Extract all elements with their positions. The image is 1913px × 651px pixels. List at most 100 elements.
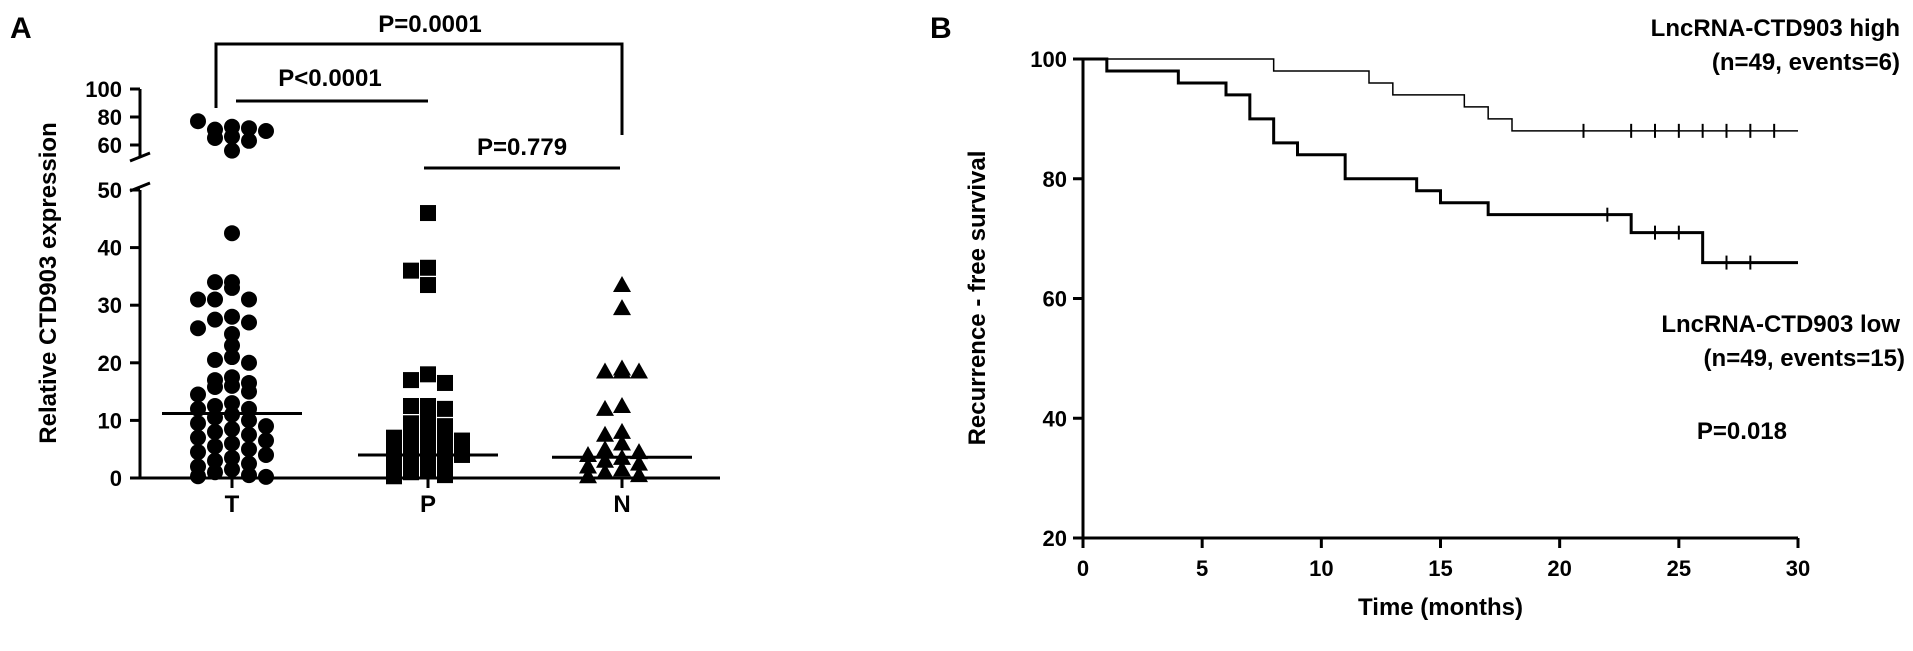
data-point-P [386, 429, 402, 446]
data-point-T [224, 128, 240, 145]
data-point-P [420, 461, 436, 478]
data-point-P [437, 426, 453, 443]
data-point-T [207, 311, 223, 328]
x-tick-label: 25 [1667, 556, 1691, 581]
data-point-T [190, 429, 206, 446]
x-axis-label: Time (months) [1358, 594, 1523, 621]
data-point-N [613, 460, 631, 477]
data-point-T [190, 444, 206, 461]
data-point-P [420, 366, 436, 383]
x-tick-label: 15 [1428, 556, 1452, 581]
data-point-N [579, 467, 597, 484]
data-point-N [613, 299, 631, 316]
series-label-high: LncRNA-CTD903 high [1651, 15, 1900, 42]
data-point-T [207, 452, 223, 469]
series-detail-low: (n=49, events=15) [1704, 345, 1905, 372]
data-point-N [630, 443, 648, 460]
data-point-T [207, 378, 223, 395]
survival-curve-high [1083, 58, 1798, 132]
data-point-P [437, 400, 453, 417]
data-point-P [420, 435, 436, 452]
panel-label-b: B [930, 12, 952, 45]
data-point-T [258, 123, 274, 139]
data-point-T [190, 320, 206, 337]
survival-curve-low [1083, 57, 1798, 265]
bracket-t-n [214, 42, 624, 135]
data-point-P [437, 467, 453, 484]
p-value: P=0.018 [1697, 418, 1787, 445]
data-point-T [190, 386, 206, 403]
x-tick-label: T [225, 491, 240, 518]
data-point-T [207, 438, 223, 455]
data-point-T [241, 455, 257, 472]
data-point-T [224, 461, 240, 478]
data-point-T [241, 412, 257, 429]
data-point-T [224, 225, 240, 242]
x-tick-label: 5 [1196, 556, 1208, 581]
data-point-T [241, 291, 257, 308]
y-tick-label: 50 [98, 178, 122, 203]
x-tick-label: N [613, 491, 630, 518]
y-tick-label: 40 [98, 236, 122, 261]
data-point-N [596, 463, 614, 480]
panel-a: A Relative CTD903 expression 0 10 20 30 40 50 60… [10, 11, 720, 518]
x-tick-label: 20 [1547, 556, 1571, 581]
y-tick-label: 80 [98, 105, 122, 130]
data-point-P [437, 441, 453, 458]
data-point-P [420, 205, 436, 222]
data-point-T [207, 291, 223, 308]
data-point-T [241, 314, 257, 331]
y-tick-label: 60 [98, 133, 122, 158]
data-point-T [241, 383, 257, 400]
axis-break-mark [129, 151, 151, 163]
data-point-P [454, 432, 470, 449]
data-point-P [386, 444, 402, 461]
data-point-N [596, 362, 614, 379]
data-point-T [224, 435, 240, 452]
data-point-T [207, 130, 223, 146]
y-tick-label: 0 [110, 466, 122, 491]
data-point-P [403, 464, 419, 481]
data-point-T [224, 279, 240, 296]
y-tick-label: 40 [1043, 406, 1067, 431]
p-value-t-p: P<0.0001 [278, 65, 381, 92]
data-point-T [207, 351, 223, 368]
data-point-T [224, 337, 240, 354]
data-point-P [420, 421, 436, 438]
x-tick-label: 10 [1309, 556, 1333, 581]
data-point-T [207, 274, 223, 291]
data-point-N [596, 425, 614, 442]
data-point-T [224, 326, 240, 342]
data-point-T [224, 142, 240, 159]
panel-label-a: A [10, 12, 32, 45]
series-label-low: LncRNA-CTD903 low [1661, 311, 1900, 338]
y-tick-label: 100 [1030, 47, 1067, 72]
data-point-T [224, 395, 240, 412]
data-point-P [386, 468, 402, 485]
data-point-P [403, 262, 419, 279]
data-point-N [613, 276, 631, 293]
data-point-N [613, 422, 631, 439]
data-point-T [241, 467, 257, 484]
data-point-N [596, 440, 614, 457]
x-tick-label: 30 [1786, 556, 1810, 581]
data-point-P [420, 277, 436, 294]
data-point-N [630, 362, 648, 379]
data-point-N [596, 451, 614, 468]
data-point-T [190, 291, 206, 308]
data-point-T [207, 409, 223, 426]
data-point-T [241, 441, 257, 458]
data-point-T [224, 308, 240, 325]
data-point-T [241, 132, 257, 149]
y-tick-label: 20 [98, 351, 122, 376]
panel-b: B Recurrence - free survival Time (months)… [930, 12, 1905, 621]
data-point-P [437, 374, 453, 391]
data-point-T [258, 446, 274, 463]
data-point-T [224, 349, 240, 366]
p-value-t-n: P=0.0001 [378, 11, 481, 38]
data-point-P [403, 438, 419, 455]
data-point-T [207, 398, 223, 414]
data-point-N [613, 362, 631, 379]
